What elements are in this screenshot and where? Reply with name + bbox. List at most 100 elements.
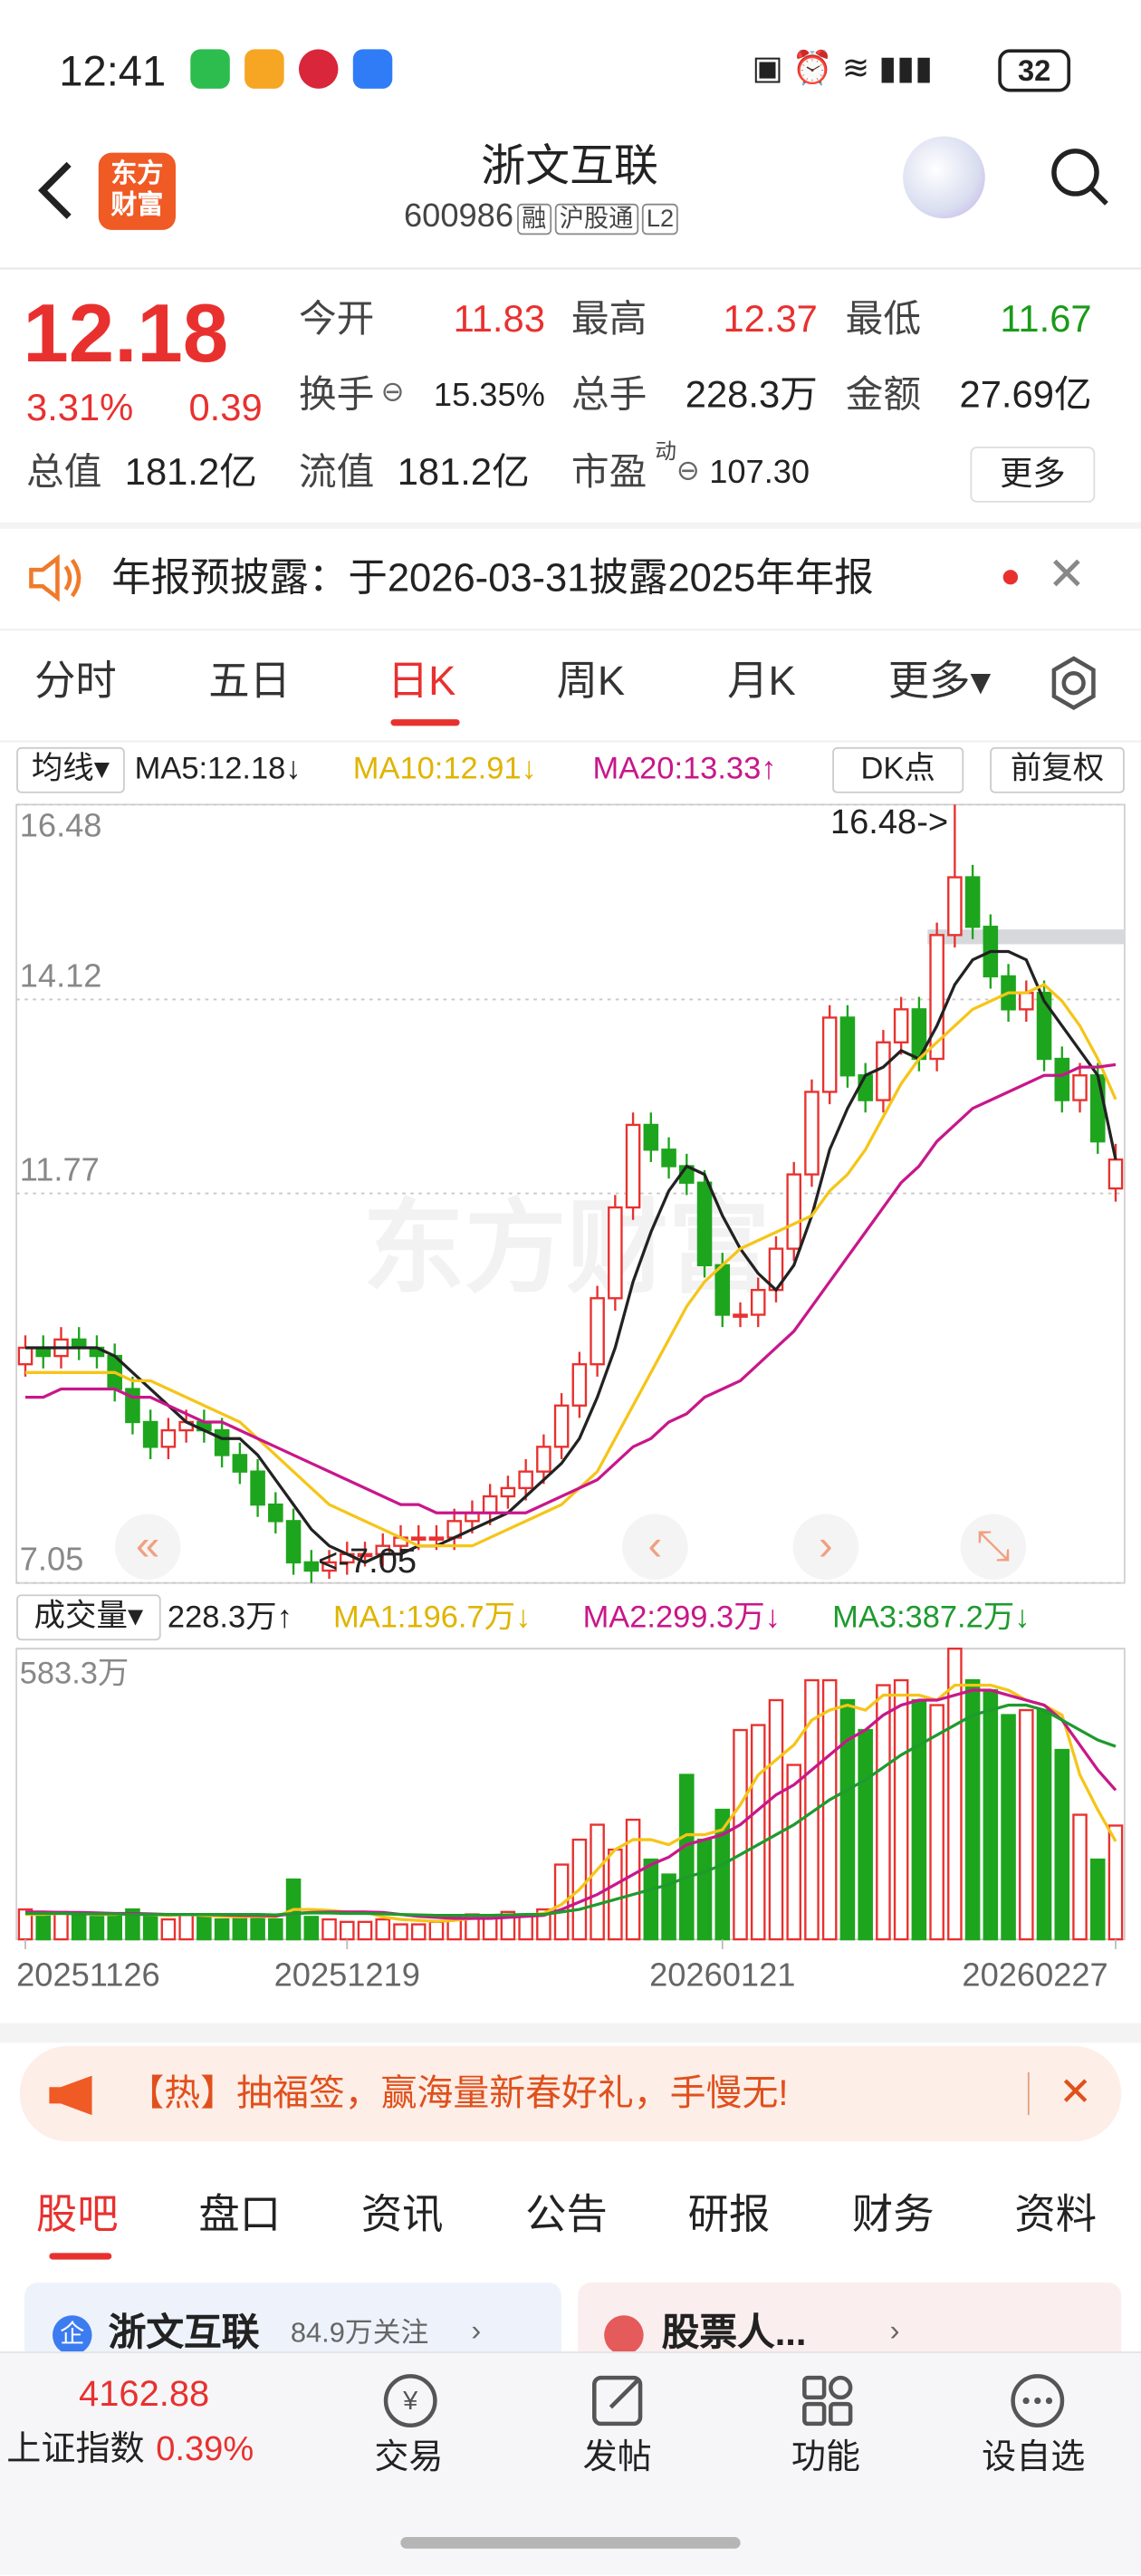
info-tab[interactable]: 盘口	[198, 2192, 282, 2239]
volume-bar	[1019, 1708, 1034, 1941]
action[interactable]: 功能	[791, 2438, 860, 2476]
back-button[interactable]	[30, 158, 79, 224]
more-button[interactable]: 更多	[970, 447, 1096, 503]
period-tab[interactable]: 月K	[727, 658, 796, 705]
logo[interactable]: 东方 财富	[98, 152, 176, 230]
volume-bar	[125, 1908, 140, 1941]
action[interactable]: 设自选	[982, 2438, 1086, 2476]
adjust-button[interactable]: 前复权	[990, 746, 1125, 793]
period-tab[interactable]: 更多▾	[887, 658, 992, 705]
candle-body	[733, 1313, 748, 1318]
y-tick-label: 7.05	[20, 1541, 84, 1578]
volume-bar	[339, 1920, 355, 1941]
volume-bar	[178, 1913, 194, 1941]
info-icon[interactable]: ⊖	[380, 376, 405, 408]
field-label: 今开	[298, 297, 375, 341]
volume-bar	[410, 1923, 427, 1941]
candle-body	[625, 1123, 641, 1209]
field-label: 最高	[570, 297, 647, 341]
index-value[interactable]: 4162.88	[79, 2372, 210, 2415]
volume-bar	[303, 1916, 320, 1941]
candle-body	[232, 1454, 248, 1473]
info-tab[interactable]: 资料	[1014, 2192, 1098, 2239]
volume-bar	[268, 1918, 283, 1941]
legend-entry: MA5:12.18↓	[134, 752, 302, 787]
legend-entry: MA1:196.7万↓	[333, 1600, 532, 1636]
banner-close[interactable]: ✕	[1059, 2071, 1092, 2116]
nav-button	[114, 1514, 181, 1581]
candle-body	[804, 1091, 820, 1176]
info-tab[interactable]: 研报	[687, 2192, 771, 2239]
period-tab[interactable]: 周K	[556, 658, 626, 705]
legend-entry: MA3:387.2万↓	[832, 1600, 1031, 1636]
close-button[interactable]: ✕	[1047, 548, 1087, 600]
volume-bar	[446, 1916, 462, 1941]
legend-entry: MA20:13.33↑	[592, 752, 777, 787]
volume-bar	[590, 1823, 605, 1941]
field-value: 228.3万	[685, 372, 818, 416]
settings-icon[interactable]	[1044, 654, 1103, 713]
unread-dot	[1002, 570, 1019, 585]
dk-button[interactable]: DK点	[832, 746, 964, 793]
ma-menu[interactable]: 均线▾	[16, 746, 125, 793]
promo-banner[interactable]	[19, 2045, 1122, 2142]
field-label: 最低	[845, 297, 922, 341]
info-tab-active[interactable]: 股吧	[35, 2192, 119, 2239]
volume-bar	[89, 1916, 105, 1941]
volume-bar	[107, 1913, 122, 1941]
stock-name: 浙文互联	[481, 140, 658, 191]
info-tab[interactable]: 资讯	[360, 2192, 444, 2239]
candle-body	[17, 1346, 34, 1366]
candle-body	[876, 1041, 891, 1101]
volume-bar	[518, 1913, 533, 1941]
notice-text[interactable]: 年报预披露：于2026-03-31披露2025年年报	[111, 556, 874, 601]
candle-body	[303, 1561, 320, 1572]
index-name[interactable]: 上证指数	[6, 2430, 145, 2468]
candle-body	[786, 1173, 802, 1250]
y-tick-label: 583.3万	[20, 1656, 129, 1690]
candle-body	[1019, 991, 1034, 1011]
nav-button	[622, 1514, 688, 1581]
volume-bar	[197, 1916, 212, 1941]
ma-line	[24, 1062, 1117, 1514]
nav-icon: ‹	[648, 1521, 663, 1569]
info-tab[interactable]: 财务	[851, 2192, 935, 2239]
logo-text: 东方	[110, 160, 164, 189]
volume-bar	[786, 1764, 802, 1941]
chevron: ›	[889, 2313, 900, 2347]
function-icon	[802, 2375, 853, 2427]
field-value: 181.2亿	[124, 449, 257, 493]
candle-body	[321, 1561, 337, 1572]
divider	[0, 629, 1141, 631]
legend-entry: MA2:299.3万↓	[582, 1600, 781, 1636]
divider	[0, 267, 1141, 270]
assistant-avatar[interactable]	[903, 136, 985, 219]
trade-icon: ¥	[383, 2374, 437, 2427]
field-label: 总手	[570, 372, 647, 416]
candle-body	[929, 934, 944, 1061]
banner-text[interactable]: 【热】抽福签，赢海量新春好礼，手慢无!	[128, 2071, 789, 2114]
volume-bar	[733, 1728, 748, 1941]
period-tab[interactable]: 五日	[208, 658, 291, 705]
volume-bar	[983, 1688, 999, 1941]
ma-line	[24, 1703, 1117, 1918]
action[interactable]: 交易	[374, 2438, 444, 2476]
card-icon	[604, 2315, 644, 2355]
volume-bar	[35, 1913, 52, 1941]
info-tab[interactable]: 公告	[525, 2192, 608, 2239]
svg-text:¥: ¥	[402, 2387, 418, 2416]
stock-code: 600986	[403, 198, 514, 235]
period-tab[interactable]: 分时	[34, 658, 117, 705]
search-button[interactable]	[1048, 145, 1114, 211]
volume-bar	[1001, 1714, 1016, 1941]
action[interactable]: 发帖	[582, 2438, 652, 2476]
info-icon[interactable]: ⊖	[676, 455, 700, 486]
speaker-icon	[29, 553, 82, 602]
period-tab-active[interactable]: 日K	[387, 658, 456, 705]
battery: 32	[998, 49, 1071, 92]
volume-menu[interactable]: 成交量▾	[16, 1594, 161, 1641]
candle-body	[500, 1486, 516, 1498]
volume-bar	[375, 1918, 391, 1941]
volume-bar	[911, 1698, 927, 1941]
